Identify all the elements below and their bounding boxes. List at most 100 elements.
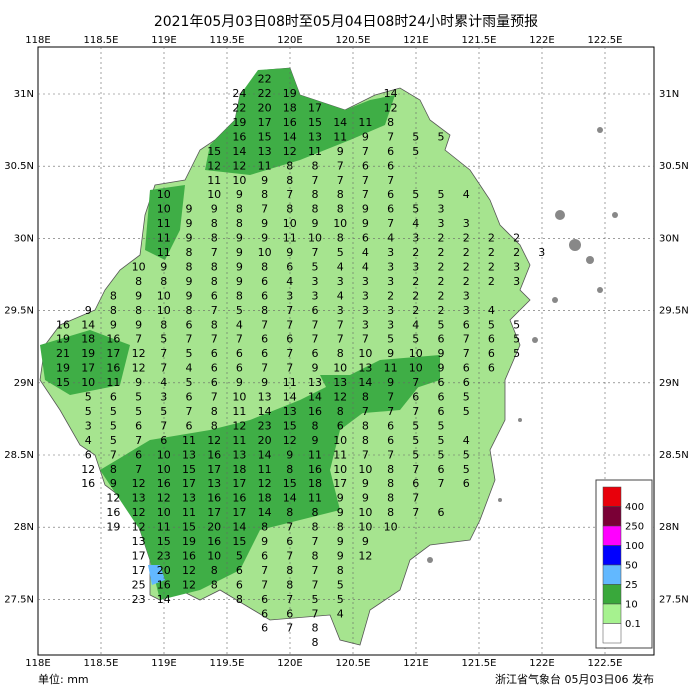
rain-value: 9	[211, 203, 218, 216]
rain-value: 7	[387, 448, 394, 461]
rain-value: 7	[286, 347, 293, 360]
rain-value: 7	[387, 405, 394, 418]
rain-value: 7	[387, 217, 394, 230]
rain-value: 5	[463, 448, 470, 461]
rain-value: 12	[132, 506, 146, 519]
legend: 400 250 100 50 25 10 0.1	[595, 479, 653, 649]
rain-value: 8	[160, 318, 167, 331]
rain-value: 2	[513, 232, 520, 245]
rain-value: 7	[387, 391, 394, 404]
rain-value: 7	[286, 304, 293, 317]
rain-value: 17	[232, 477, 246, 490]
lon-label-top: 120.5E	[336, 35, 371, 46]
rain-value: 21	[56, 347, 70, 360]
rain-value: 20	[258, 102, 272, 115]
rain-value: 12	[132, 347, 146, 360]
legend-label: 50	[625, 561, 638, 572]
rain-value: 6	[261, 549, 268, 562]
rain-value: 8	[211, 318, 218, 331]
rain-value: 3	[362, 318, 369, 331]
rain-value: 9	[261, 174, 268, 187]
rain-value: 3	[337, 275, 344, 288]
rain-value: 5	[85, 391, 92, 404]
rain-value: 7	[337, 174, 344, 187]
rain-value: 5	[412, 419, 419, 432]
rain-value: 3	[312, 289, 319, 302]
rain-value: 7	[286, 188, 293, 201]
rain-value: 2	[412, 289, 419, 302]
rain-value: 9	[135, 376, 142, 389]
rain-value: 9	[286, 246, 293, 259]
rain-value: 7	[412, 405, 419, 418]
rain-value: 6	[186, 318, 193, 331]
rain-value: 9	[438, 347, 445, 360]
rain-value: 8	[286, 203, 293, 216]
rain-value: 10	[232, 391, 246, 404]
rain-value: 14	[258, 405, 272, 418]
rain-value: 6	[387, 188, 394, 201]
rain-value: 6	[488, 333, 495, 346]
lat-label-right: 27.5N	[659, 594, 689, 605]
rain-value: 12	[283, 145, 297, 158]
rain-value: 8	[236, 217, 243, 230]
rain-value: 8	[312, 203, 319, 216]
lat-label-right: 28N	[659, 522, 679, 533]
rain-value: 13	[132, 535, 146, 548]
rain-value: 7	[186, 333, 193, 346]
rain-value: 2	[463, 246, 470, 259]
rain-value: 9	[286, 448, 293, 461]
rain-value: 7	[135, 434, 142, 447]
rain-value: 8	[236, 289, 243, 302]
rain-value: 23	[132, 593, 146, 606]
rain-value: 16	[232, 130, 246, 143]
rain-value: 2	[412, 275, 419, 288]
rain-value: 9	[438, 362, 445, 375]
rain-value: 7	[236, 333, 243, 346]
rain-value: 10	[157, 304, 171, 317]
rain-value: 6	[337, 419, 344, 432]
rain-value: 4	[412, 318, 419, 331]
rain-value: 12	[132, 477, 146, 490]
rain-value: 8	[337, 188, 344, 201]
rain-value: 12	[132, 521, 146, 534]
rain-value: 2	[488, 275, 495, 288]
rain-value: 5	[412, 145, 419, 158]
rain-value: 9	[110, 318, 117, 331]
rain-value: 19	[283, 87, 297, 100]
rain-value: 5	[412, 434, 419, 447]
rain-value: 3	[286, 289, 293, 302]
rain-value: 8	[135, 275, 142, 288]
rain-value: 10	[333, 217, 347, 230]
rain-value: 10	[358, 463, 372, 476]
legend-label: 10	[625, 600, 638, 611]
rain-value: 7	[387, 130, 394, 143]
rain-value: 15	[182, 463, 196, 476]
rain-value: 4	[186, 362, 193, 375]
rain-value: 11	[157, 217, 171, 230]
rain-value: 6	[261, 275, 268, 288]
rain-value: 10	[207, 188, 221, 201]
rain-value: 8	[312, 506, 319, 519]
rain-value: 16	[106, 362, 120, 375]
rain-value: 4	[286, 275, 293, 288]
lon-label-bottom: 118E	[25, 658, 50, 669]
rain-value: 4	[160, 376, 167, 389]
rain-value: 12	[333, 391, 347, 404]
rain-value: 19	[232, 116, 246, 129]
rain-value: 2	[488, 260, 495, 273]
rain-value: 7	[412, 376, 419, 389]
rain-value: 6	[312, 304, 319, 317]
rain-value: 6	[412, 477, 419, 490]
rain-value: 6	[211, 347, 218, 360]
rain-value: 12	[258, 477, 272, 490]
rain-value: 8	[261, 521, 268, 534]
rain-value: 3	[412, 260, 419, 273]
rain-value: 8	[387, 492, 394, 505]
lat-label-right: 31N	[659, 89, 679, 100]
rain-value: 19	[182, 535, 196, 548]
rain-value: 2	[463, 232, 470, 245]
rain-value: 9	[387, 376, 394, 389]
issuer: 浙江省气象台 05月03日06 发布	[495, 672, 654, 686]
rain-value: 9	[135, 289, 142, 302]
